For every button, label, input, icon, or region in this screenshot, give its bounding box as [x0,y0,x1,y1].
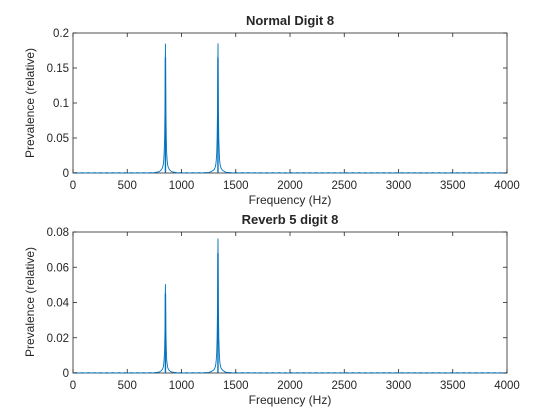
x-axis-label: Frequency (Hz) [249,393,332,407]
x-tick-label: 2500 [331,380,357,392]
y-tick-label: 0.05 [47,133,69,145]
y-tick-label: 0.06 [47,262,69,274]
x-tick-label: 1000 [169,380,195,392]
plot-area [72,32,508,174]
x-tick-label: 3000 [386,380,412,392]
y-tick-label: 0.1 [53,98,69,110]
y-tick-label: 0 [63,168,69,180]
x-tick-label: 0 [70,380,76,392]
x-tick-label: 3500 [440,180,466,192]
x-tick-label: 2000 [277,380,303,392]
y-tick-label: 0.2 [53,28,69,40]
chart-title: Normal Digit 8 [246,13,334,28]
y-tick-label: 0.04 [47,298,70,310]
y-tick-label: 0.08 [47,227,69,239]
x-tick-label: 0 [70,180,76,192]
x-tick-label: 1500 [223,380,249,392]
y-tick-label: 0.02 [47,333,69,345]
subplot-reverb-5-digit-8: Reverb 5 digit 8 0 500 1000 1500 2000 2500 300… [23,212,520,407]
x-axis-label: Frequency (Hz) [249,193,332,207]
x-tick-label: 2000 [277,180,303,192]
plot-area [72,231,508,374]
y-axis-label: Prevalence (relative) [23,48,37,158]
x-tick-label: 4000 [494,180,520,192]
x-tick-label: 500 [118,180,137,192]
y-axis-label: Prevalence (relative) [23,247,37,357]
x-tick-label: 3000 [386,180,412,192]
x-tick-labels: 0 500 1000 1500 2000 2500 3000 3500 4000 [70,33,520,192]
x-tick-label: 4000 [494,380,520,392]
chart-title: Reverb 5 digit 8 [242,212,339,227]
y-tick-labels: 0 0.02 0.04 0.06 0.08 [47,227,507,380]
y-tick-labels: 0 0.05 0.1 0.15 0.2 [47,28,507,180]
y-tick-label: 0 [63,368,69,380]
x-tick-label: 3500 [440,380,466,392]
x-tick-label: 2500 [331,180,357,192]
subplot-normal-digit-8: Normal Digit 8 0 500 1000 1500 2000 2500 3000 3… [23,13,520,207]
y-tick-label: 0.15 [47,63,69,75]
x-tick-label: 1500 [223,180,249,192]
x-tick-labels: 0 500 1000 1500 2000 2500 3000 3500 4000 [70,232,520,392]
x-tick-label: 500 [118,380,137,392]
x-tick-label: 1000 [169,180,195,192]
